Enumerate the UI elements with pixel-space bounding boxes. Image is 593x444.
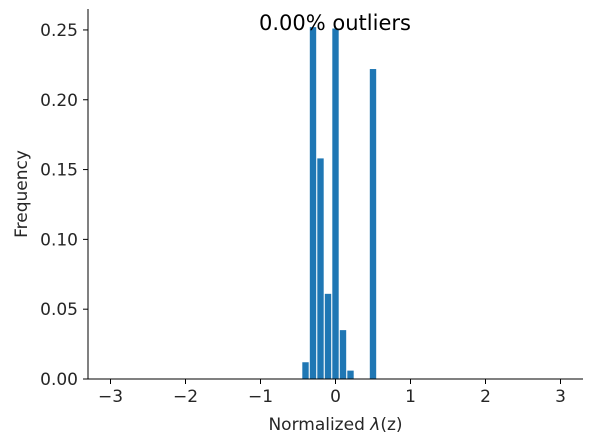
bar-4 — [332, 28, 339, 380]
x-tick-label: −1 — [248, 387, 273, 407]
bar-6 — [347, 370, 354, 379]
x-tick-label: 3 — [555, 387, 566, 407]
x-tick-label: −3 — [98, 387, 123, 407]
y-tick-label: 0.00 — [40, 370, 78, 390]
bars-group — [302, 27, 377, 380]
x-axis-label: Normalized λ(z) — [268, 415, 402, 435]
chart-title: 0.00% outliers — [259, 11, 411, 35]
y-axis-label: Frequency — [12, 150, 32, 238]
x-tick-label: 2 — [480, 387, 491, 407]
bar-5 — [339, 330, 347, 379]
y-tick-label: 0.05 — [40, 300, 78, 320]
bar-1 — [309, 27, 317, 380]
bar-0 — [302, 362, 309, 379]
y-tick-label: 0.20 — [40, 91, 78, 111]
y-ticks: 0.00 0.05 0.10 0.15 0.20 0.25 — [40, 21, 88, 390]
bar-2 — [317, 158, 324, 379]
x-tick-label: 1 — [405, 387, 416, 407]
bar-3 — [324, 293, 332, 379]
y-tick-label: 0.15 — [40, 161, 78, 181]
x-tick-label: −2 — [173, 387, 198, 407]
y-tick-label: 0.25 — [40, 21, 78, 41]
x-tick-label: 0 — [330, 387, 341, 407]
y-tick-label: 0.10 — [40, 230, 78, 250]
bar-7 — [369, 69, 377, 379]
x-ticks: −3 −2 −1 0 1 2 3 — [98, 379, 566, 407]
